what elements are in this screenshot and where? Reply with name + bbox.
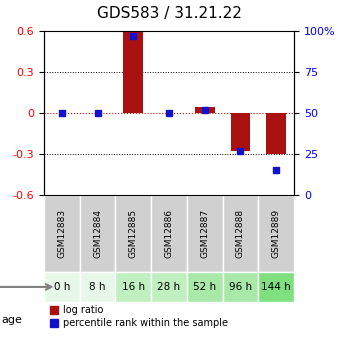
FancyBboxPatch shape — [258, 272, 294, 302]
FancyBboxPatch shape — [115, 195, 151, 272]
FancyBboxPatch shape — [187, 272, 223, 302]
FancyBboxPatch shape — [80, 272, 115, 302]
Text: GSM12887: GSM12887 — [200, 209, 209, 258]
Text: GSM12889: GSM12889 — [272, 209, 281, 258]
FancyBboxPatch shape — [44, 195, 80, 272]
FancyBboxPatch shape — [258, 195, 294, 272]
FancyBboxPatch shape — [80, 195, 115, 272]
Text: 52 h: 52 h — [193, 282, 216, 292]
FancyBboxPatch shape — [223, 195, 258, 272]
Text: GSM12883: GSM12883 — [57, 209, 66, 258]
Text: GSM12884: GSM12884 — [93, 209, 102, 258]
Text: 8 h: 8 h — [89, 282, 106, 292]
Text: 28 h: 28 h — [158, 282, 180, 292]
Legend: log ratio, percentile rank within the sample: log ratio, percentile rank within the sa… — [49, 305, 228, 328]
Text: GSM12885: GSM12885 — [129, 209, 138, 258]
Text: 0 h: 0 h — [54, 282, 70, 292]
FancyBboxPatch shape — [115, 272, 151, 302]
Bar — [266, 113, 286, 154]
FancyBboxPatch shape — [151, 195, 187, 272]
Text: 96 h: 96 h — [229, 282, 252, 292]
Text: age: age — [2, 315, 23, 325]
Text: GSM12888: GSM12888 — [236, 209, 245, 258]
Text: GSM12886: GSM12886 — [165, 209, 173, 258]
FancyBboxPatch shape — [44, 272, 80, 302]
Text: 16 h: 16 h — [122, 282, 145, 292]
Bar — [123, 30, 143, 113]
FancyBboxPatch shape — [223, 272, 258, 302]
Bar — [231, 113, 250, 151]
Bar — [195, 108, 215, 113]
Text: GDS583 / 31.21.22: GDS583 / 31.21.22 — [97, 6, 241, 21]
Text: 144 h: 144 h — [261, 282, 291, 292]
FancyBboxPatch shape — [151, 272, 187, 302]
FancyBboxPatch shape — [187, 195, 223, 272]
